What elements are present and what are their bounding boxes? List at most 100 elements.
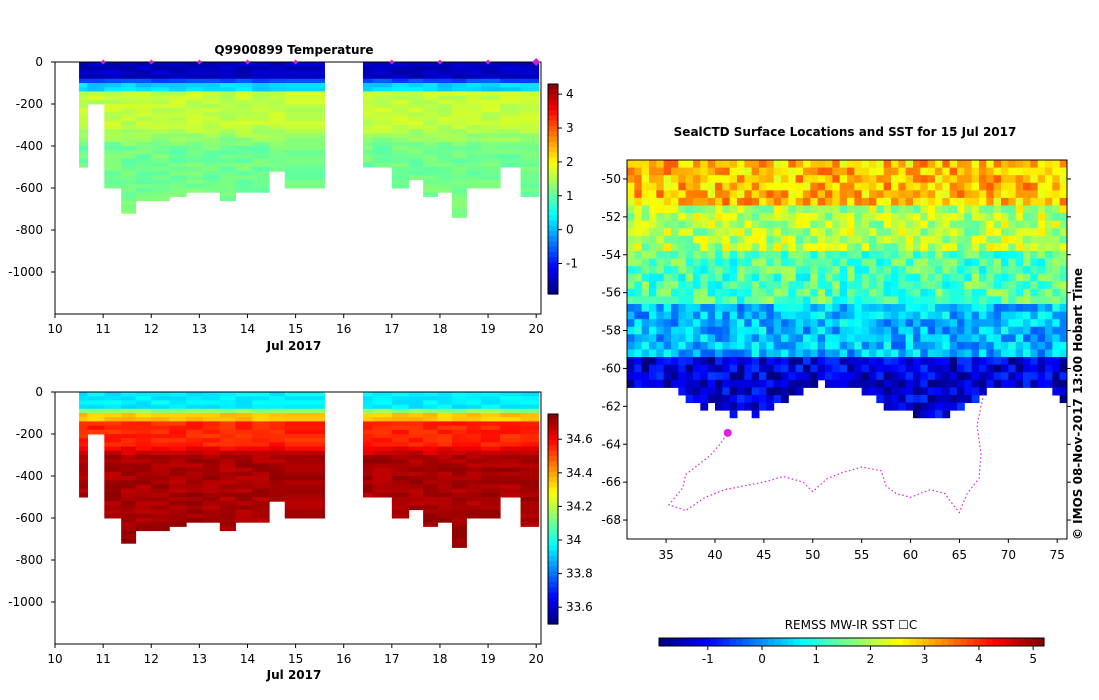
data-cell — [169, 509, 187, 515]
sst-cell — [854, 205, 863, 214]
data-cell — [135, 141, 152, 147]
sst-cell — [942, 235, 951, 244]
data-cell — [423, 146, 439, 151]
sst-cell — [810, 319, 819, 328]
sst-cell — [891, 228, 899, 237]
data-cell — [423, 476, 439, 481]
sst-cell — [1015, 341, 1024, 350]
data-cell — [151, 513, 170, 519]
data-cell — [391, 183, 410, 189]
sst-cell — [722, 273, 731, 282]
sst-cell — [1023, 334, 1031, 343]
colorbar-segment — [992, 638, 1000, 646]
colorbar-segment — [896, 638, 904, 646]
sst-cell — [737, 334, 745, 343]
data-cell — [202, 188, 221, 193]
data-cell — [202, 137, 221, 143]
colorbar-segment — [548, 183, 558, 190]
data-cell — [391, 467, 410, 473]
data-cell — [437, 167, 453, 172]
sst-cell — [1030, 228, 1039, 237]
sst-cell — [898, 379, 907, 388]
data-cell — [252, 78, 270, 84]
data-cell — [423, 446, 439, 452]
data-cell — [451, 471, 467, 477]
sst-cell — [1030, 304, 1039, 313]
data-cell — [202, 116, 221, 122]
sst-cell — [685, 228, 694, 237]
sst-cell — [678, 228, 687, 237]
data-cell — [135, 446, 152, 452]
data-cell — [500, 392, 522, 397]
sst-cell — [825, 319, 833, 328]
sst-cell — [979, 304, 987, 313]
sst-cell — [964, 311, 973, 320]
sst-cell — [913, 266, 921, 275]
sst-cell — [678, 341, 687, 350]
sst-cell — [795, 341, 804, 350]
data-cell — [151, 112, 170, 118]
colorbar-segment — [548, 461, 558, 468]
data-cell — [121, 83, 137, 88]
data-cell — [284, 471, 325, 477]
data-cell — [451, 74, 467, 80]
data-cell — [451, 70, 467, 76]
data-cell — [269, 425, 286, 431]
data-cell — [269, 484, 286, 490]
data-cell — [423, 141, 439, 147]
sst-cell — [927, 349, 936, 358]
data-cell — [372, 133, 393, 139]
data-cell — [202, 505, 221, 511]
sst-cell — [641, 235, 650, 244]
sst-cell — [1023, 288, 1031, 297]
data-cell — [391, 78, 410, 84]
sst-cell — [1023, 266, 1031, 275]
sst-cell — [876, 235, 885, 244]
data-cell — [466, 513, 482, 519]
sst-cell — [678, 175, 687, 184]
data-cell — [79, 450, 88, 456]
data-cell — [451, 196, 467, 202]
data-cell — [121, 421, 137, 427]
data-cell — [135, 425, 152, 431]
data-cell — [451, 171, 467, 176]
colorbar-segment — [548, 204, 558, 211]
sst-cell — [773, 258, 782, 267]
sst-cell — [1045, 334, 1053, 343]
sst-cell — [1037, 228, 1046, 237]
sst-cell — [869, 379, 877, 388]
data-cell — [284, 417, 325, 422]
sst-cell — [1001, 266, 1009, 275]
sst-cell — [707, 228, 716, 237]
data-cell — [500, 104, 522, 109]
sst-cell — [949, 357, 958, 366]
data-cell — [269, 162, 286, 168]
sst-cell — [1001, 372, 1009, 381]
sst-cell — [781, 235, 789, 244]
y-tick-label: -400 — [16, 469, 43, 483]
sst-cell — [949, 364, 958, 373]
sst-cell — [671, 341, 679, 350]
x-tick-label: 20 — [529, 322, 544, 336]
data-cell — [151, 192, 170, 197]
data-cell — [121, 154, 137, 160]
sst-cell — [751, 228, 760, 237]
data-cell — [480, 120, 501, 126]
data-cell — [186, 488, 204, 494]
data-cell — [269, 434, 286, 439]
data-cell — [480, 492, 501, 498]
data-cell — [480, 471, 501, 477]
sst-cell — [1045, 349, 1053, 358]
sst-cell — [737, 182, 745, 191]
sst-cell — [986, 364, 995, 373]
x-tick-label: 12 — [144, 322, 159, 336]
data-cell — [79, 400, 88, 406]
sst-cell — [1037, 372, 1046, 381]
sst-cell — [795, 288, 804, 297]
data-cell — [186, 78, 204, 84]
sst-cell — [847, 341, 855, 350]
sst-cell — [949, 379, 958, 388]
sst-cell — [671, 372, 679, 381]
data-cell — [252, 446, 270, 452]
